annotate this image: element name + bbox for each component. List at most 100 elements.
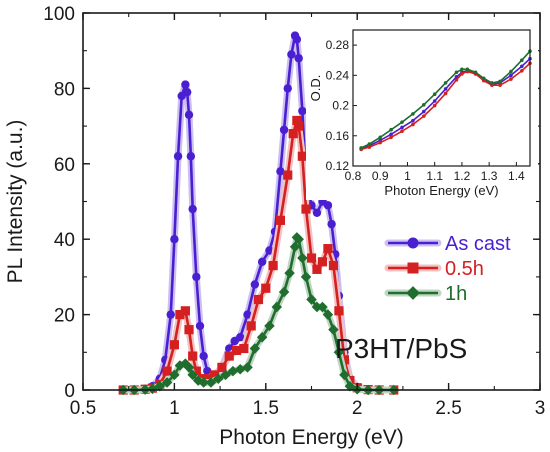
inset-series	[359, 49, 532, 150]
data-point	[195, 321, 205, 331]
data-point	[294, 121, 304, 131]
data-point	[301, 204, 311, 214]
inset-data-point	[389, 132, 393, 137]
inset-x-tick-label: 1.4	[508, 169, 525, 183]
data-point	[334, 306, 344, 316]
data-point	[306, 294, 317, 305]
data-point	[298, 106, 307, 116]
inset-data-point	[490, 81, 494, 85]
data-point	[220, 369, 231, 381]
inset-data-point	[509, 69, 513, 74]
data-point	[265, 246, 274, 255]
data-point	[297, 252, 308, 264]
inset-data-point	[422, 109, 426, 114]
data-point	[288, 129, 298, 139]
x-tick-label: 1.5	[253, 398, 279, 419]
legend-marker	[407, 237, 419, 249]
data-point	[283, 170, 293, 180]
data-point	[175, 310, 185, 320]
data-point	[162, 366, 172, 376]
inset-data-point	[443, 81, 448, 85]
data-point	[181, 80, 190, 89]
inset-x-tick-label: 1.3	[481, 169, 498, 183]
inset-data-point	[411, 118, 415, 123]
inset-data-point	[454, 78, 459, 82]
data-point	[306, 253, 317, 263]
y-axis-title: PL Intensity (a.u.)	[4, 120, 27, 284]
inset-y-tick-label: 0.16	[326, 129, 350, 143]
inset-data-point	[432, 103, 437, 108]
data-point	[264, 320, 275, 332]
data-point	[250, 280, 260, 289]
inset-data-point	[400, 129, 404, 134]
data-point	[311, 301, 323, 313]
data-point	[292, 115, 302, 126]
data-point	[210, 370, 220, 380]
data-point	[289, 241, 301, 252]
inset-x-tick-label: 0.9	[372, 169, 389, 183]
data-point	[317, 301, 328, 313]
data-point	[312, 264, 322, 274]
data-point	[287, 50, 296, 59]
data-point	[231, 345, 242, 356]
data-point	[276, 167, 285, 176]
legend: As cast 0.5h 1h	[384, 233, 511, 305]
inset-data-point	[498, 83, 502, 87]
data-point	[166, 310, 175, 319]
data-point	[339, 369, 350, 381]
data-point	[278, 286, 290, 298]
inset-x-tick-label: 0.8	[345, 169, 362, 183]
x-tick-label: 2.5	[435, 398, 461, 419]
data-point	[271, 301, 283, 313]
data-point	[293, 233, 304, 245]
data-point	[217, 362, 227, 372]
inset-data-point	[520, 58, 524, 63]
data-point	[184, 325, 194, 335]
x-tick-label: 0.5	[70, 398, 96, 419]
data-point	[173, 152, 183, 161]
data-point	[198, 377, 209, 388]
series-line	[121, 34, 396, 392]
data-point	[192, 272, 201, 282]
inset-data-point	[367, 145, 372, 149]
inset-data-point	[460, 67, 464, 72]
legend-marker	[406, 286, 420, 300]
inset-data-point	[400, 125, 404, 130]
inset-data-point	[411, 112, 415, 116]
series-1h	[117, 232, 400, 396]
data-point	[268, 260, 278, 271]
inset-data-point	[422, 114, 426, 118]
inset-data-point	[509, 73, 513, 78]
legend-label: 1h	[445, 283, 467, 305]
data-point	[328, 324, 339, 335]
data-point	[161, 377, 173, 388]
legend-label: 0.5h	[445, 258, 484, 280]
data-point	[184, 110, 194, 119]
data-point	[279, 125, 289, 135]
inset-data-point	[520, 64, 524, 69]
inset-plot: 0.8 0.9 1 1.1 1.2 1.3 1.4 0.12 0.16 0.2 0.24 0.28 Ph…	[306, 24, 538, 200]
data-point	[169, 340, 179, 350]
inset-data-point	[498, 79, 502, 84]
data-point	[242, 362, 253, 373]
data-point	[199, 351, 208, 361]
inset-data-point	[411, 122, 415, 127]
series-line	[121, 119, 396, 392]
y-tick-label: 20	[54, 306, 75, 327]
data-point	[188, 204, 197, 214]
series-as-cast	[119, 31, 398, 395]
data-point	[328, 260, 339, 271]
inset-data-point	[465, 67, 470, 72]
inset-x-tick-label: 1.2	[454, 169, 471, 183]
data-point	[322, 309, 334, 320]
data-point	[243, 310, 252, 319]
data-point	[186, 152, 196, 161]
data-point	[202, 374, 212, 384]
data-point	[180, 306, 190, 316]
data-point	[188, 351, 198, 361]
inset-background	[306, 24, 538, 200]
inset-x-tick-label: 1.1	[426, 169, 443, 183]
data-point	[183, 362, 195, 373]
inset-data-point	[481, 76, 486, 81]
